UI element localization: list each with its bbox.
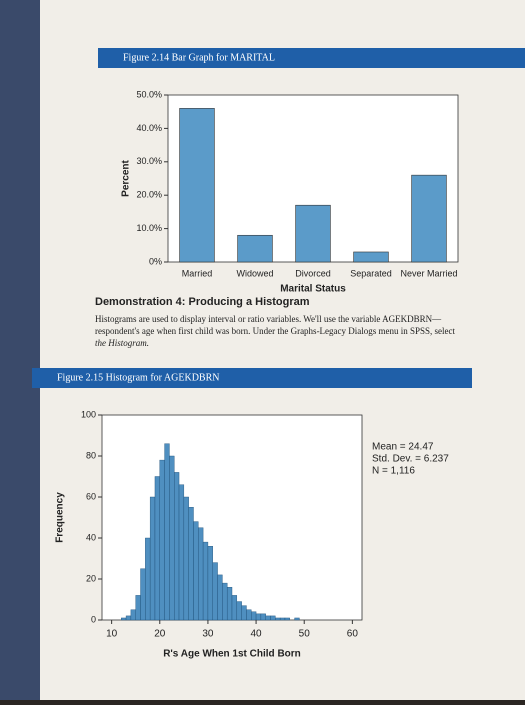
histogram-bar [246,609,252,621]
histogram-bar [198,527,204,621]
histogram-bar [174,472,180,621]
book-spine [0,0,40,700]
annotation: N = 1,116 [372,466,415,477]
histogram-bar [294,617,300,621]
y-axis-label: Frequency [55,492,66,543]
histogram-bar [251,611,257,621]
y-tick-label: 0% [149,256,162,266]
histogram-bar [154,476,160,621]
histogram-bar [193,521,199,621]
annotation: Mean = 24.47 [372,442,434,453]
section-text: the Histogram. [95,338,149,348]
y-tick-label: 10.0% [136,223,162,233]
histogram-bar [207,546,213,621]
histogram-bar [149,496,156,621]
title-band [98,48,525,68]
histogram-bar [164,443,170,621]
x-tick-label: 60 [347,629,359,640]
histogram-bar [202,541,209,621]
bar [179,108,215,263]
x-axis-label: Marital Status [280,284,346,295]
histogram-bar [279,617,286,621]
histogram-bar [255,613,262,621]
histogram-bar [145,537,151,621]
x-tick-label: Never Married [400,268,457,278]
histogram-bar [183,496,189,621]
bar [353,251,389,263]
x-tick-label: Divorced [295,268,331,278]
y-tick-label: 30.0% [136,156,162,166]
histogram-bar [140,568,146,621]
section-text: Histograms are used to display interval … [95,314,442,324]
x-tick-label: 20 [154,629,166,640]
section-heading: Demonstration 4: Producing a Histogram [95,296,310,308]
y-tick-label: 20 [86,573,96,583]
histogram-bar [169,455,175,621]
annotation: Std. Dev. = 6.237 [372,454,449,465]
x-axis-label: R's Age When 1st Child Born [163,649,301,660]
histogram-bar [284,617,290,621]
bar [411,174,447,263]
title-band [32,368,472,388]
histogram-bar [125,615,132,621]
y-axis-label: Percent [121,159,132,196]
y-tick-label: 20.0% [136,190,162,200]
chart-title: Figure 2.15 Histogram for AGEKDBRN [57,372,220,383]
histogram-bar [135,595,141,621]
y-tick-label: 60 [86,491,96,501]
histogram-bar [222,582,228,621]
x-tick-label: 50 [299,629,311,640]
section-text: respondent's age when first child was bo… [95,326,456,336]
bar [237,234,273,263]
histogram-bar [241,605,247,621]
x-tick-label: Widowed [236,268,273,278]
histogram-bar [217,574,223,621]
histogram-bar [188,507,194,621]
histogram-bar [265,615,271,621]
histogram-bar [236,601,242,621]
histogram-bar [212,562,218,621]
bar [295,204,331,263]
y-tick-label: 50.0% [136,89,162,99]
y-tick-label: 100 [81,409,96,419]
y-tick-label: 0 [91,614,96,624]
histogram-bar [178,484,185,621]
y-tick-label: 80 [86,450,96,460]
histogram-bar [260,613,266,621]
histogram-bar [121,617,127,621]
histogram-bar [231,595,238,621]
y-tick-label: 40.0% [136,123,162,133]
histogram-bar [275,617,281,621]
x-tick-label: 40 [251,629,263,640]
x-tick-label: 10 [106,629,118,640]
histogram-bar [226,587,233,621]
histogram-bar [130,609,136,621]
x-tick-label: Married [182,268,213,278]
chart-title: Figure 2.14 Bar Graph for MARITAL [123,52,275,63]
histogram-bar [270,615,276,621]
histogram-bar [159,459,165,621]
y-tick-label: 40 [86,532,96,542]
x-tick-label: Separated [350,268,392,278]
x-tick-label: 30 [202,629,214,640]
